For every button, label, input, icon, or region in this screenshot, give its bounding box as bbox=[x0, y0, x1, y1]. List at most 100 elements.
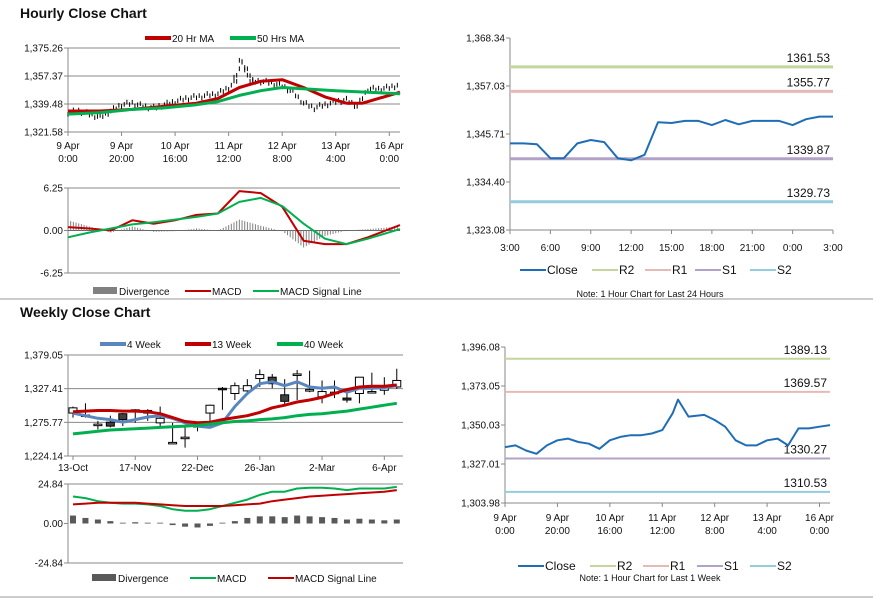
legend-label-20-hr-ma: 20 Hr MA bbox=[172, 34, 215, 45]
legend-label-13-week: 13 Week bbox=[212, 340, 252, 351]
y-tick-label: 1,379.05 bbox=[24, 351, 63, 362]
x-tick-label: 12 Apr bbox=[700, 513, 730, 524]
y-tick-label: 1,339.48 bbox=[24, 99, 63, 110]
legend-label-40-week: 40 Week bbox=[304, 340, 344, 351]
legend-label-macd-signal-line: MACD Signal Line bbox=[280, 287, 362, 298]
divergence-bar bbox=[331, 517, 338, 524]
y-tick-label: 1,321.58 bbox=[24, 128, 63, 139]
legend-label-close: Close bbox=[545, 559, 576, 573]
x-tick-label: 17-Nov bbox=[119, 463, 151, 474]
y-tick-label: 1,327.01 bbox=[461, 459, 500, 470]
legend-swatch-divergence bbox=[92, 574, 116, 581]
legend-swatch-divergence bbox=[93, 287, 117, 294]
divergence-bar bbox=[132, 522, 139, 524]
divergence-bar bbox=[144, 522, 151, 524]
weekly-candle-body bbox=[118, 413, 128, 421]
x-tick-label: 3:00 bbox=[500, 243, 520, 254]
hourly-chart-title: Hourly Close Chart bbox=[20, 5, 147, 21]
series-macd bbox=[67, 190, 401, 246]
series-40-week bbox=[72, 401, 398, 436]
divergence-bar bbox=[368, 519, 375, 524]
level-label-r1: 1369.57 bbox=[784, 376, 828, 390]
x-tick-label: 0:00 bbox=[380, 154, 400, 165]
x-tick-label: 11 Apr bbox=[215, 141, 244, 152]
weekly-candle-body bbox=[205, 404, 215, 414]
legend-label-close: Close bbox=[547, 263, 578, 277]
series-13-week bbox=[72, 383, 397, 425]
x-tick-label: 0:00 bbox=[495, 526, 515, 537]
legend-label-r2: R2 bbox=[617, 559, 633, 573]
level-label-r2: 1361.53 bbox=[787, 51, 831, 65]
x-tick-label: 21:00 bbox=[740, 243, 765, 254]
divergence-bar bbox=[69, 515, 76, 524]
legend-label-divergence: Divergence bbox=[119, 287, 170, 298]
divergence-bar bbox=[169, 523, 176, 526]
divergence-bar bbox=[119, 522, 126, 524]
series-macd bbox=[72, 485, 397, 512]
y-tick-label: 24.84 bbox=[38, 480, 63, 491]
divergence-bar bbox=[381, 520, 388, 524]
series-50-hrs-ma bbox=[67, 86, 401, 116]
x-tick-label: 3:00 bbox=[823, 243, 843, 254]
y-tick-label: 6.25 bbox=[44, 184, 64, 195]
divergence-bar bbox=[306, 516, 313, 524]
x-tick-label: 16 Apr bbox=[375, 141, 405, 152]
divergence-bar bbox=[269, 516, 276, 524]
divergence-bar bbox=[219, 522, 226, 524]
y-tick-label: 1,345.71 bbox=[466, 130, 505, 141]
y-tick-label: 1,357.37 bbox=[24, 71, 63, 82]
divergence-bar bbox=[281, 517, 288, 524]
divergence-bar bbox=[82, 517, 89, 524]
x-tick-label: 13 Apr bbox=[321, 141, 351, 152]
level-label-s2: 1310.53 bbox=[784, 476, 828, 490]
legend-label-macd-signal-line: MACD Signal Line bbox=[295, 574, 377, 585]
x-tick-label: 10 Apr bbox=[161, 141, 191, 152]
legend-label-divergence: Divergence bbox=[118, 574, 169, 585]
series-macd-signal-line bbox=[72, 489, 397, 507]
legend-label-s2: S2 bbox=[777, 559, 792, 573]
divergence-bar bbox=[157, 522, 164, 524]
divergence-bar bbox=[393, 519, 400, 524]
y-tick-label: 1,303.98 bbox=[461, 499, 500, 510]
x-tick-label: 16 Apr bbox=[805, 513, 835, 524]
legend-label-macd: MACD bbox=[212, 287, 241, 298]
weekly-candle-body bbox=[367, 391, 377, 394]
x-tick-label: 8:00 bbox=[272, 154, 292, 165]
y-tick-label: 1,224.14 bbox=[24, 452, 63, 463]
legend-label-r1: R1 bbox=[672, 263, 688, 277]
x-tick-label: 11 Apr bbox=[648, 513, 677, 524]
divergence-bar bbox=[94, 519, 101, 524]
x-tick-label: 9 Apr bbox=[110, 141, 134, 152]
x-tick-label: 12:00 bbox=[619, 243, 644, 254]
weekly-candle-body bbox=[280, 394, 290, 402]
y-tick-label: 1,275.77 bbox=[24, 418, 63, 429]
weekly-candle-body bbox=[93, 423, 103, 427]
x-tick-label: 12:00 bbox=[216, 154, 241, 165]
y-tick-label: -6.25 bbox=[40, 269, 63, 280]
x-tick-label: 12:00 bbox=[650, 526, 675, 537]
series-macd-signal-line bbox=[67, 196, 401, 246]
weekly-candle-body bbox=[292, 373, 302, 376]
x-tick-label: 0:00 bbox=[810, 526, 830, 537]
x-tick-label: 9 Apr bbox=[546, 513, 570, 524]
y-tick-label: 1,357.03 bbox=[466, 81, 505, 92]
divergence-bar bbox=[194, 523, 201, 528]
x-tick-label: 20:00 bbox=[545, 526, 570, 537]
x-tick-label: 16:00 bbox=[163, 154, 188, 165]
x-tick-label: 6:00 bbox=[541, 243, 561, 254]
x-tick-label: 0:00 bbox=[58, 154, 78, 165]
weekly-candle-body bbox=[168, 441, 178, 445]
x-tick-label: 13-Oct bbox=[58, 463, 88, 474]
legend-label-s2: S2 bbox=[777, 263, 792, 277]
series-close bbox=[510, 115, 833, 162]
y-tick-label: 1,373.05 bbox=[461, 382, 500, 393]
divergence-bar bbox=[343, 519, 350, 524]
level-label-s2: 1329.73 bbox=[787, 186, 831, 200]
x-tick-label: 9 Apr bbox=[56, 141, 80, 152]
x-tick-label: 4:00 bbox=[326, 154, 346, 165]
divergence-bar bbox=[244, 517, 251, 524]
weekly-candle-body bbox=[342, 397, 352, 401]
x-tick-label: 18:00 bbox=[699, 243, 724, 254]
y-tick-label: 0.00 bbox=[44, 226, 64, 237]
